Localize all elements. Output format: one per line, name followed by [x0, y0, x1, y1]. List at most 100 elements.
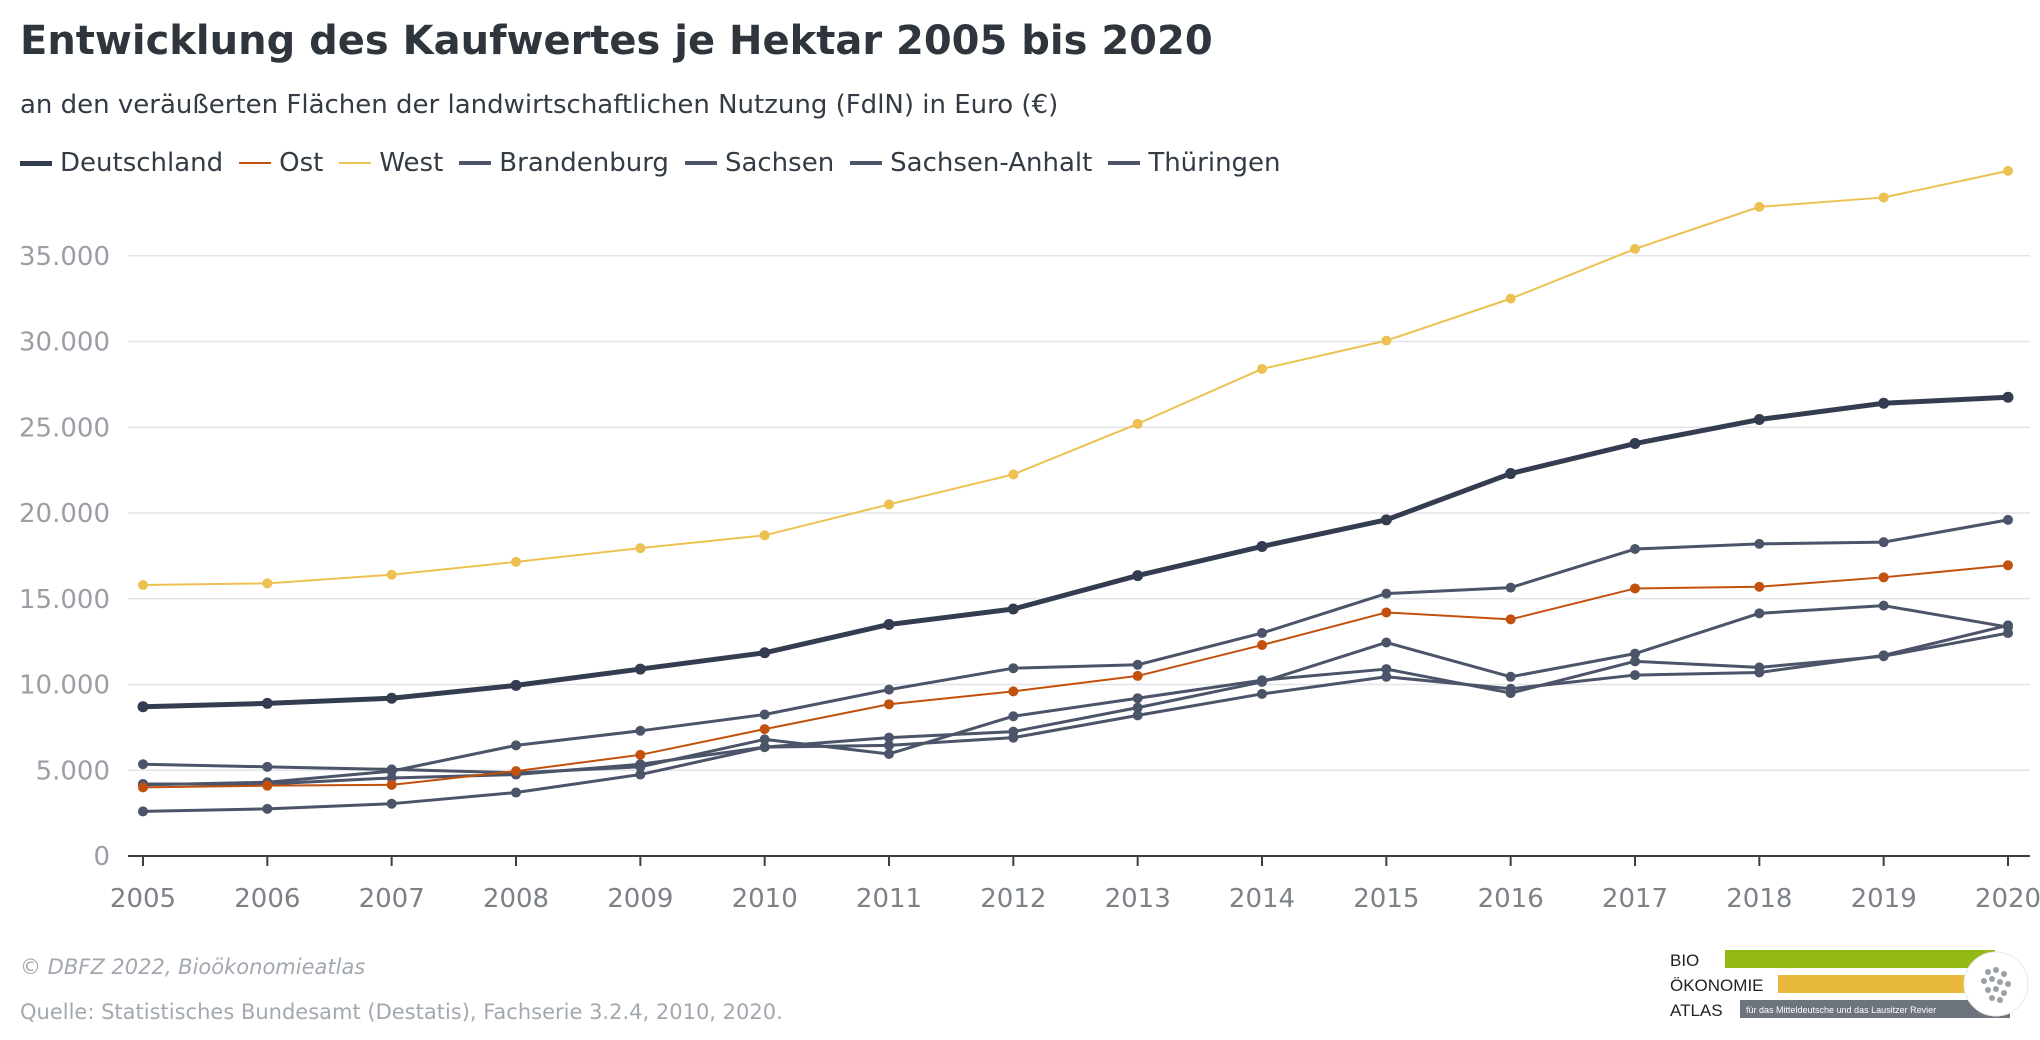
x-tick-label: 2013: [1105, 884, 1171, 914]
chart-title: Entwicklung des Kaufwertes je Hektar 200…: [20, 18, 1213, 64]
y-tick-label: 20.000: [19, 499, 110, 529]
legend-swatch: [20, 160, 52, 166]
legend-swatch: [239, 162, 272, 164]
data-point: [1630, 656, 1640, 667]
x-tick-label: 2006: [234, 884, 300, 914]
legend-item: Ost: [239, 148, 323, 178]
data-point: [138, 580, 148, 591]
legend-label: Thüringen: [1148, 148, 1281, 178]
data-point: [1629, 438, 1641, 450]
data-point: [1878, 537, 1889, 548]
data-point: [1256, 540, 1268, 552]
data-point: [262, 803, 273, 814]
legend-item: West: [339, 148, 443, 178]
data-point: [511, 766, 521, 777]
data-point: [262, 780, 273, 791]
data-point: [386, 569, 397, 580]
legend-item: Sachsen: [684, 148, 835, 178]
data-point: [386, 692, 398, 704]
legend-item: Sachsen-Anhalt: [850, 148, 1092, 178]
data-point: [1505, 582, 1516, 593]
data-point: [1878, 397, 1890, 409]
data-point: [1753, 414, 1765, 426]
data-point: [1132, 659, 1143, 670]
x-tick-label: 2020: [1975, 884, 2040, 914]
x-tick-label: 2016: [1478, 884, 1544, 914]
data-point: [262, 578, 273, 589]
data-point: [759, 647, 771, 659]
data-point: [2003, 622, 2013, 633]
x-tick-label: 2007: [359, 884, 425, 914]
grid-lines: [128, 255, 2030, 771]
data-point: [635, 725, 646, 736]
data-point: [884, 740, 894, 751]
data-point: [1132, 702, 1143, 713]
y-tick-label: 0: [93, 842, 110, 872]
data-point: [1505, 614, 1516, 625]
data-point: [386, 772, 397, 783]
series-lines: [137, 165, 2014, 817]
legend-item: Deutschland: [20, 148, 223, 178]
data-point: [884, 684, 894, 695]
data-point: [1008, 686, 1019, 697]
data-point: [759, 742, 770, 753]
y-tick-label: 35.000: [19, 242, 110, 272]
data-point: [1257, 688, 1267, 699]
data-point: [1754, 608, 1765, 619]
legend-swatch: [459, 161, 492, 165]
data-point: [1257, 640, 1267, 651]
data-point: [884, 699, 894, 710]
x-axis: 2005 2006 2007 2008 2009 2010 2011 2012 2013 2014…: [110, 855, 2040, 914]
legend-label: Brandenburg: [499, 148, 669, 178]
series-line: [142, 394, 2009, 710]
data-point: [1505, 688, 1516, 699]
x-tick-label: 2017: [1602, 884, 1668, 914]
data-point: [1257, 676, 1267, 687]
map-emblem-icon: [1963, 951, 2029, 1017]
data-point: [1630, 670, 1640, 681]
data-point: [1878, 600, 1889, 611]
data-point: [1007, 603, 1019, 615]
series-west: [138, 165, 2013, 591]
data-point: [1630, 648, 1640, 659]
data-point: [635, 759, 646, 770]
data-point: [1630, 583, 1640, 594]
data-point: [137, 701, 149, 713]
y-tick-label: 25.000: [19, 413, 110, 443]
data-point: [1505, 293, 1516, 304]
x-tick-label: 2015: [1353, 884, 1419, 914]
source-text: Quelle: Statistisches Bundesamt (Destati…: [20, 1000, 783, 1024]
legend-swatch: [339, 162, 372, 164]
chart-legend: Deutschland Ost West Brandenburg Sachsen Sach…: [20, 148, 1297, 178]
logo-yellow-bar: [1778, 975, 1968, 993]
data-point: [635, 749, 646, 760]
data-point: [884, 748, 894, 759]
data-point: [1132, 693, 1143, 704]
data-point: [1754, 662, 1765, 673]
data-point: [1008, 469, 1019, 480]
data-point: [759, 709, 770, 720]
data-point: [1380, 514, 1392, 526]
data-point: [386, 798, 397, 809]
data-point: [138, 759, 148, 770]
legend-label: Ost: [279, 148, 324, 178]
data-point: [1132, 570, 1144, 582]
legend-label: West: [379, 148, 444, 178]
series-line: [143, 604, 2009, 786]
data-point: [884, 732, 894, 743]
logo-gray-bar: [1740, 1000, 2010, 1018]
x-tick-label: 2019: [1851, 884, 1917, 914]
data-point: [2002, 391, 2014, 403]
data-point: [138, 782, 148, 793]
data-point: [884, 499, 894, 510]
data-point: [759, 734, 770, 745]
data-point: [635, 769, 646, 780]
data-point: [1257, 363, 1267, 374]
logo-green-bar: [1725, 950, 1995, 968]
y-axis: 0 5.000 10.000 15.000 20.000 25.000 30.000 35.0…: [19, 242, 110, 872]
data-point: [1008, 711, 1019, 722]
legend-label: Sachsen: [724, 148, 835, 178]
legend-label: Sachsen-Anhalt: [890, 148, 1093, 178]
series-deutschland: [137, 391, 2014, 713]
data-point: [634, 663, 646, 675]
